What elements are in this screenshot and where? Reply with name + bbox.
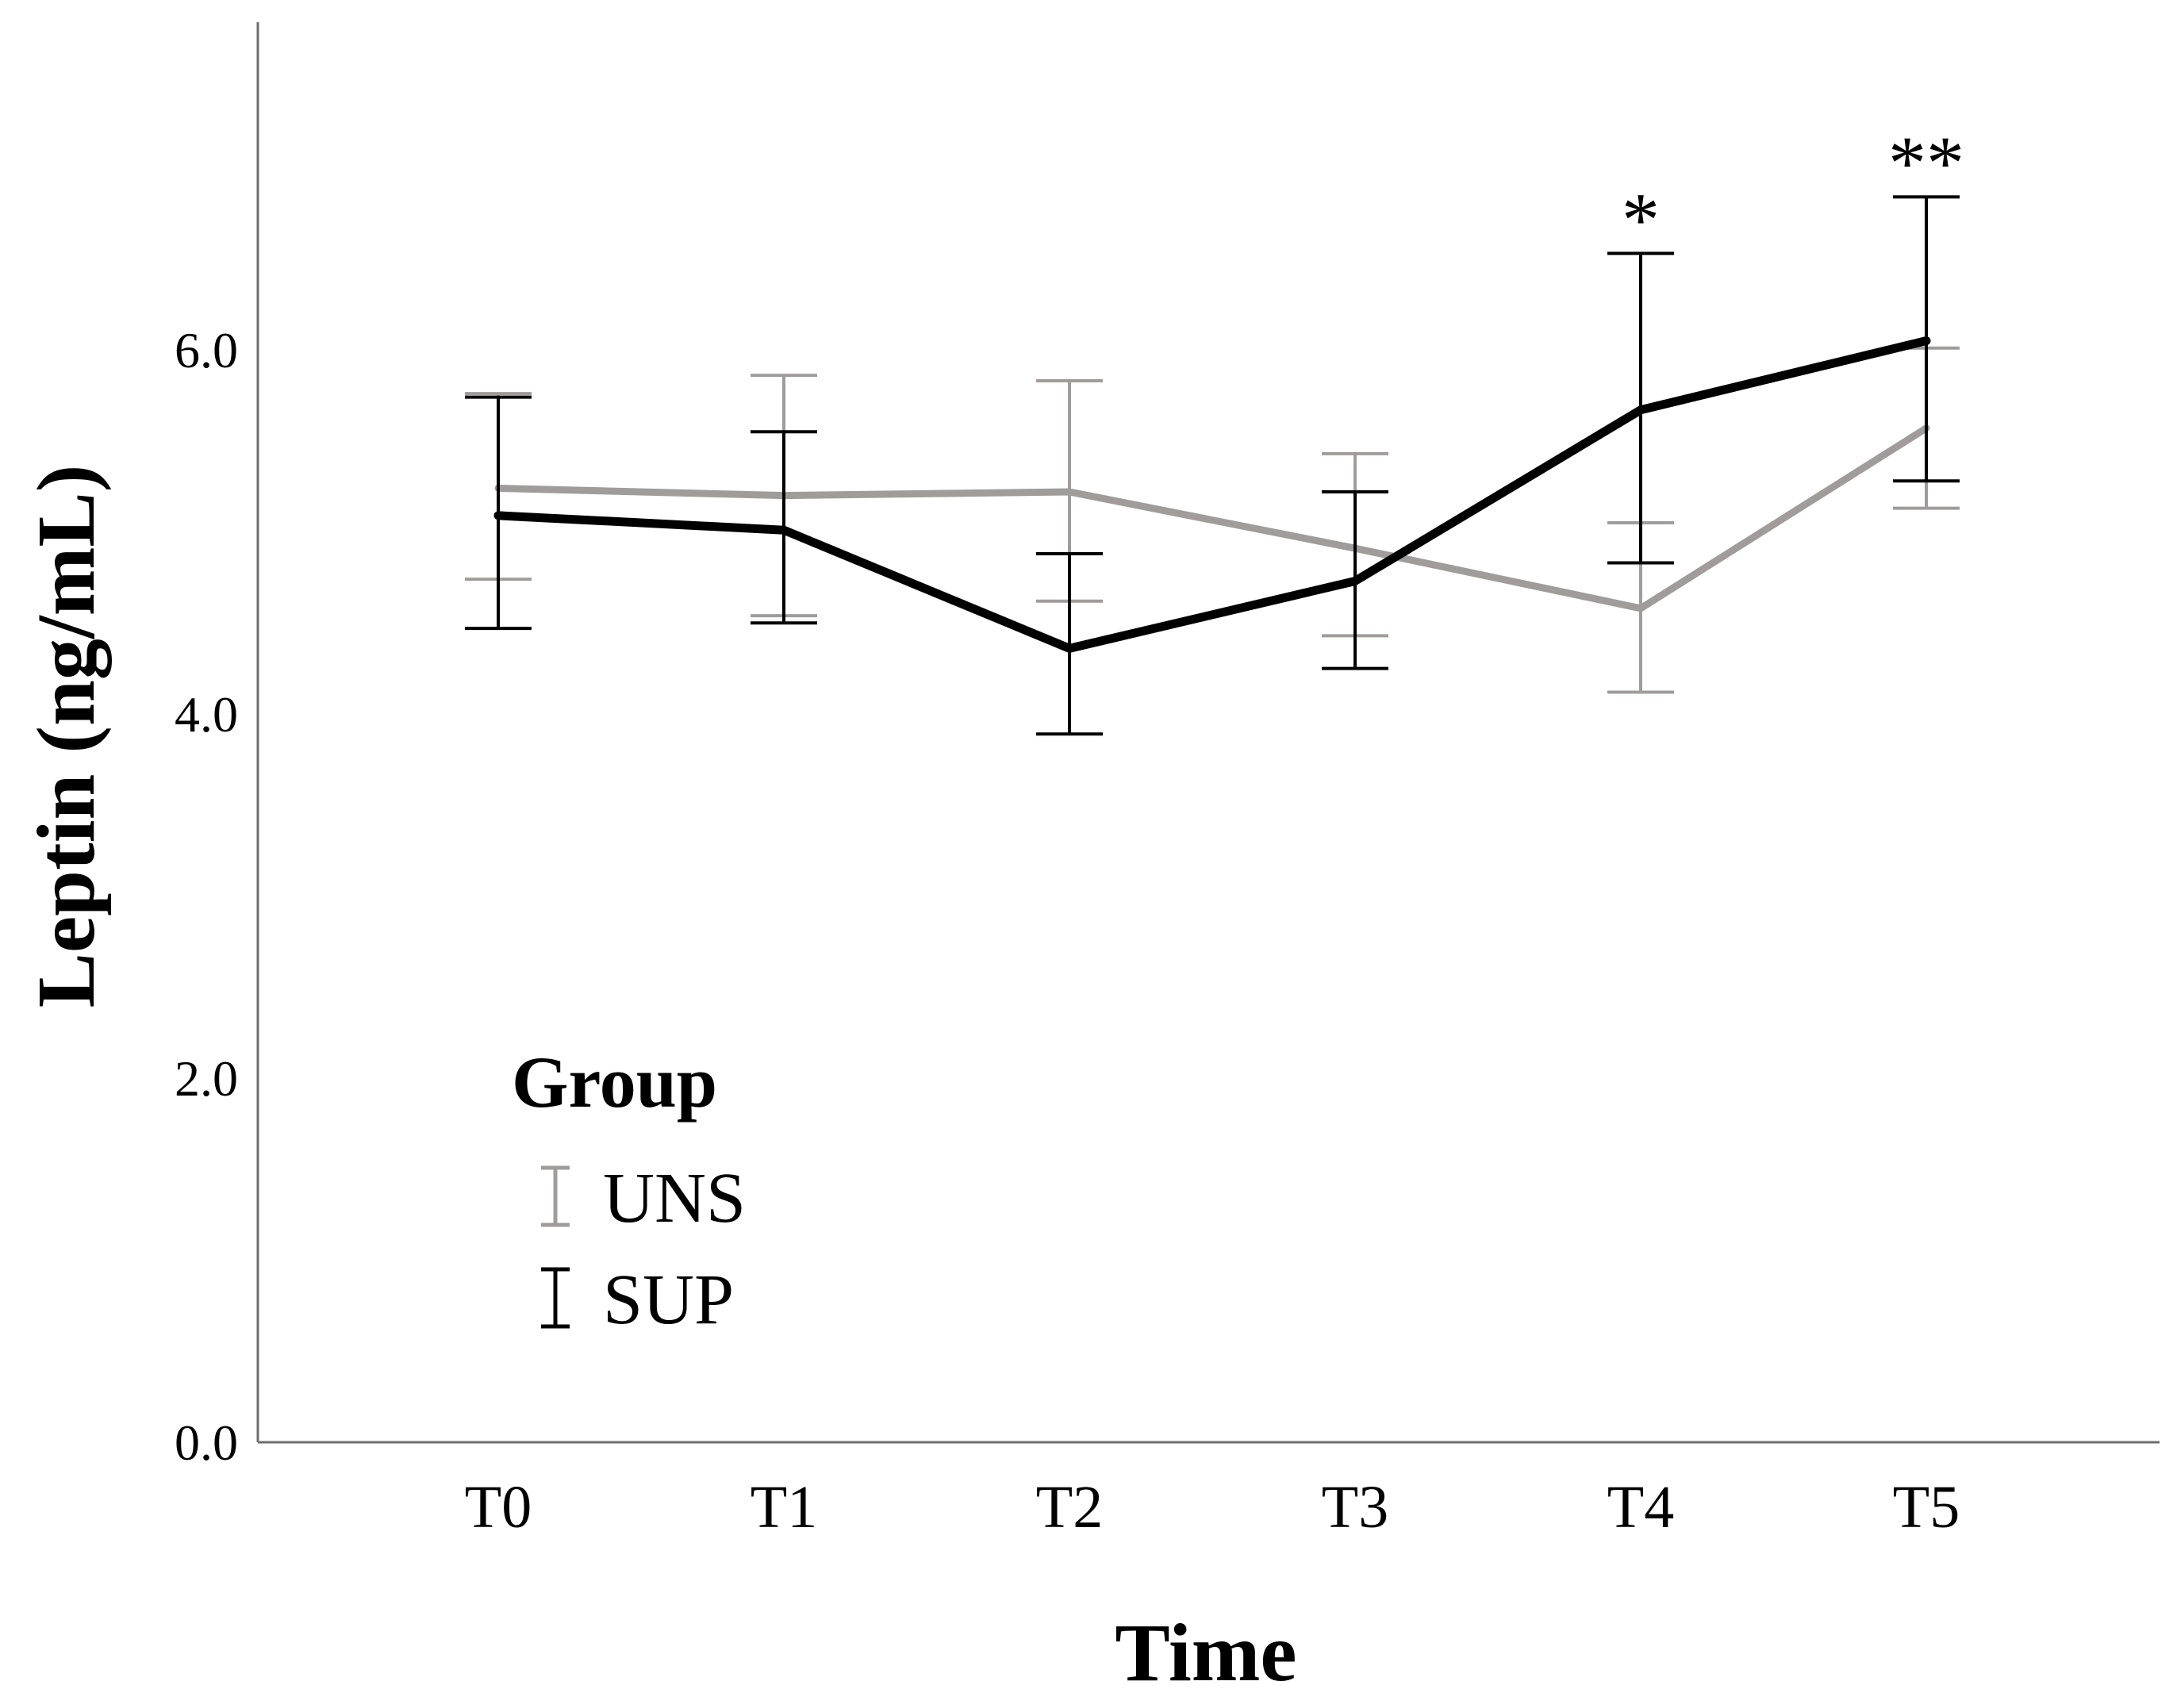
- data-point: [1640, 607, 1641, 609]
- x-tick-label: T4: [1607, 1474, 1674, 1541]
- data-point: [783, 529, 785, 532]
- x-tick-label: T5: [1893, 1474, 1960, 1541]
- legend-label: UNS: [603, 1159, 746, 1238]
- data-point: [1640, 409, 1641, 411]
- data-point: [497, 514, 499, 516]
- annotations: ***: [1622, 121, 1964, 262]
- y-tick-label: 4.0: [175, 686, 238, 743]
- legend-item-uns: UNS: [541, 1159, 746, 1238]
- x-tick-label: T1: [751, 1474, 817, 1541]
- data-point: [1069, 647, 1070, 650]
- legend-item-sup: SUP: [541, 1261, 734, 1339]
- series-line-sup: [493, 336, 1931, 653]
- significance-marker: *: [1622, 177, 1660, 262]
- x-tick-labels: T0 T1 T2 T3 T4 T5: [465, 1474, 1960, 1541]
- series-uns: [465, 346, 1960, 694]
- y-tick-labels: 0.0 2.0 4.0 6.0: [175, 322, 238, 1471]
- y-axis-title: Leptin (ng/mL): [21, 465, 112, 1008]
- legend: Group UNS SUP: [512, 1042, 746, 1339]
- legend-label: SUP: [603, 1261, 734, 1339]
- axes: [256, 22, 2160, 1444]
- x-tick-label: T0: [465, 1474, 532, 1541]
- y-tick-label: 0.0: [175, 1414, 238, 1471]
- x-tick-label: T2: [1036, 1474, 1103, 1541]
- data-point: [1354, 580, 1356, 582]
- series-line-uns: [494, 424, 1930, 612]
- legend-title: Group: [512, 1042, 717, 1123]
- data-point: [1926, 340, 1927, 342]
- series-group: [465, 195, 1960, 736]
- x-tick-label: T3: [1322, 1474, 1388, 1541]
- data-point: [1069, 491, 1070, 493]
- x-axis-title: Time: [1115, 1607, 1296, 1698]
- y-tick-label: 6.0: [175, 322, 238, 378]
- series-sup: [465, 195, 1960, 736]
- significance-marker: **: [1888, 121, 1964, 205]
- y-tick-label: 2.0: [175, 1050, 238, 1107]
